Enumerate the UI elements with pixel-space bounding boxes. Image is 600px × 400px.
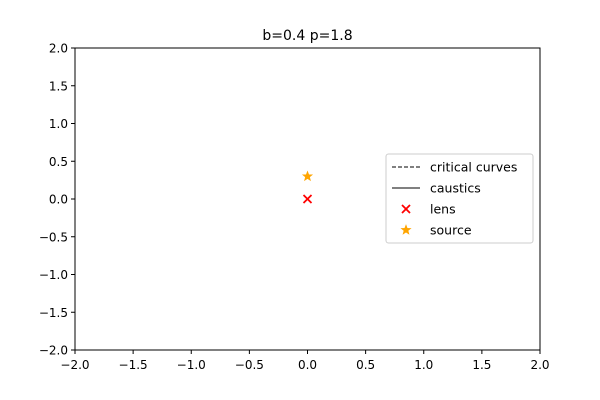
plot-marks [301,170,314,204]
y-tick-label: 0.0 [49,193,68,207]
y-tick-label: −0.5 [39,230,68,244]
x-tick-label: 1.0 [414,358,433,372]
legend-swatch-lens [401,204,411,214]
legend: critical curves caustics lens source [385,153,534,244]
x-tick-label: 0.5 [356,358,375,372]
legend-label-source: source [430,223,472,238]
chart-title: b=0.4 p=1.8 [262,28,352,44]
y-tick-label: 2.0 [49,42,68,56]
y-axis: −2.0 −1.5 −1.0 −0.5 0.0 0.5 1.0 1.5 2.0 [39,42,75,358]
y-tick-label: 0.5 [49,155,68,169]
x-tick-label: −1.0 [177,358,206,372]
legend-label-critical-curves: critical curves [430,160,517,175]
legend-swatch-source [400,224,412,235]
legend-label-caustics: caustics [430,181,481,196]
y-tick-label: 1.0 [49,117,68,131]
x-tick-label: −2.0 [60,358,89,372]
legend-label-lens: lens [430,202,456,217]
y-tick-label: −1.0 [39,268,68,282]
x-axis: −2.0 −1.5 −1.0 −0.5 0.0 0.5 1.0 1.5 2.0 [60,350,550,372]
x-tick-label: 1.5 [472,358,491,372]
x-tick-label: −0.5 [235,358,264,372]
lens-marker-stroke [302,194,313,204]
legend-box [385,153,534,244]
x-tick-label: 2.0 [530,358,549,372]
source-point [301,170,314,182]
y-tick-label: 1.5 [49,79,68,93]
legend-marker-stroke [401,204,411,214]
x-tick-label: 0.0 [298,358,317,372]
y-tick-label: −2.0 [39,344,68,358]
x-tick-label: −1.5 [119,358,148,372]
y-tick-label: −1.5 [39,306,68,320]
lens-point [302,194,313,204]
